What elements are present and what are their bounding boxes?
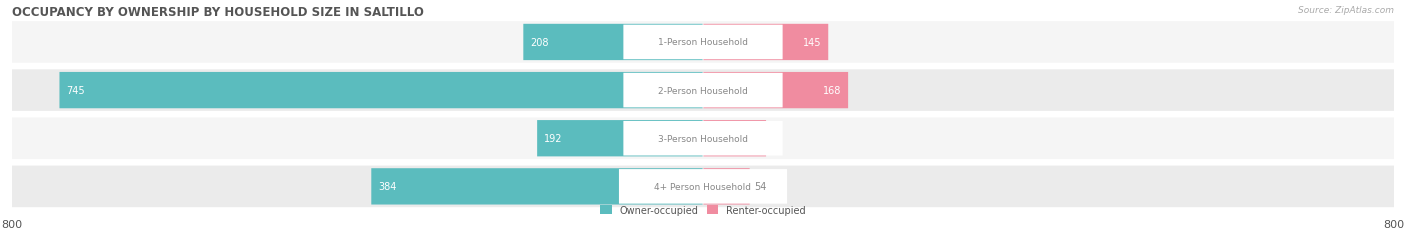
FancyBboxPatch shape [11, 166, 1395, 207]
Text: OCCUPANCY BY OWNERSHIP BY HOUSEHOLD SIZE IN SALTILLO: OCCUPANCY BY OWNERSHIP BY HOUSEHOLD SIZE… [13, 6, 423, 19]
FancyBboxPatch shape [59, 73, 703, 109]
FancyBboxPatch shape [623, 26, 783, 60]
FancyBboxPatch shape [703, 121, 766, 157]
Text: 800: 800 [1, 219, 22, 229]
Text: 192: 192 [544, 134, 562, 144]
Legend: Owner-occupied, Renter-occupied: Owner-occupied, Renter-occupied [596, 201, 810, 219]
FancyBboxPatch shape [371, 168, 703, 205]
FancyBboxPatch shape [11, 118, 1395, 159]
Text: 54: 54 [754, 182, 766, 191]
Text: 2-Person Household: 2-Person Household [658, 86, 748, 95]
Text: Source: ZipAtlas.com: Source: ZipAtlas.com [1298, 6, 1393, 15]
FancyBboxPatch shape [623, 122, 783, 156]
Text: 745: 745 [66, 86, 84, 96]
Text: 3-Person Household: 3-Person Household [658, 134, 748, 143]
FancyBboxPatch shape [11, 70, 1395, 111]
FancyBboxPatch shape [523, 25, 703, 61]
Text: 168: 168 [823, 86, 841, 96]
Text: 4+ Person Household: 4+ Person Household [655, 182, 751, 191]
Text: 800: 800 [1384, 219, 1405, 229]
Text: 384: 384 [378, 182, 396, 191]
FancyBboxPatch shape [703, 168, 749, 205]
Text: 208: 208 [530, 38, 548, 48]
Text: 1-Person Household: 1-Person Household [658, 38, 748, 47]
FancyBboxPatch shape [537, 121, 703, 157]
FancyBboxPatch shape [619, 169, 787, 204]
FancyBboxPatch shape [703, 73, 848, 109]
Text: 145: 145 [803, 38, 821, 48]
FancyBboxPatch shape [623, 73, 783, 108]
FancyBboxPatch shape [703, 25, 828, 61]
Text: 73: 73 [747, 134, 759, 144]
FancyBboxPatch shape [11, 22, 1395, 64]
